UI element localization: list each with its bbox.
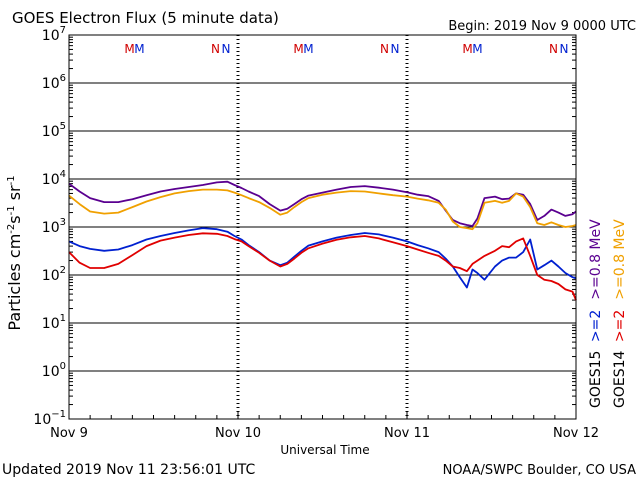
y-tick-label: 106 xyxy=(42,73,66,92)
series-line xyxy=(68,180,577,227)
x-tick-labels: Nov 9 Nov 10 Nov 11 Nov 12 xyxy=(50,426,599,441)
legend: GOES15 >=2>=0.8 MeV GOES14 >=2>=0.8 MeV xyxy=(588,219,628,408)
satellite-marker: N xyxy=(560,42,569,56)
satellite-marker: N xyxy=(549,42,558,56)
legend-entry: GOES15 >=2>=0.8 MeV xyxy=(588,219,604,408)
y-tick-label: 101 xyxy=(42,313,66,332)
series-line xyxy=(68,227,577,289)
y-tick-label: 107 xyxy=(42,25,66,44)
legend-entry: GOES14 >=2>=0.8 MeV xyxy=(612,219,628,408)
y-tick-label: 100 xyxy=(42,361,66,380)
satellite-marker: M xyxy=(124,42,134,56)
x-tick-label: Nov 9 xyxy=(50,426,88,441)
satellite-marker: N xyxy=(211,42,220,56)
y-axis-label: Particles cm-2s-1 sr-1 xyxy=(5,175,24,330)
updated-timestamp: Updated 2019 Nov 11 23:56:01 UTC xyxy=(2,462,255,478)
series-line xyxy=(68,188,577,231)
y-tick-labels: 107 106 105 104 103 102 101 100 10−1 xyxy=(33,25,66,428)
y-tick-label: 105 xyxy=(42,121,66,140)
begin-date: Begin: 2019 Nov 9 0000 UTC xyxy=(448,19,636,34)
series-line xyxy=(68,232,577,301)
satellite-marker: M xyxy=(462,42,472,56)
satellite-marker: N xyxy=(391,42,400,56)
chart-title: GOES Electron Flux (5 minute data) xyxy=(12,9,279,27)
y-tick-label: 104 xyxy=(42,169,66,188)
svg-text:Particles cm-2s-1 sr-1: Particles cm-2s-1 sr-1 xyxy=(5,175,24,330)
satellite-marker: M xyxy=(472,42,482,56)
x-tick-label: Nov 12 xyxy=(553,426,599,441)
x-axis-label: Universal Time xyxy=(280,443,369,457)
satellite-marker: N xyxy=(222,42,231,56)
satellite-marker: M xyxy=(134,42,144,56)
satellite-marker: N xyxy=(380,42,389,56)
series-lines xyxy=(68,180,577,301)
y-tick-label: 102 xyxy=(42,265,66,284)
satellite-marker: M xyxy=(303,42,313,56)
y-tick-label: 10−1 xyxy=(33,409,66,428)
plot-grid xyxy=(69,36,576,406)
x-tick-label: Nov 10 xyxy=(215,426,261,441)
satellite-marker: M xyxy=(293,42,303,56)
x-tick-label: Nov 11 xyxy=(384,426,430,441)
plot-frame xyxy=(68,34,577,420)
source-credit: NOAA/SWPC Boulder, CO USA xyxy=(443,463,636,478)
y-tick-label: 103 xyxy=(42,217,66,236)
